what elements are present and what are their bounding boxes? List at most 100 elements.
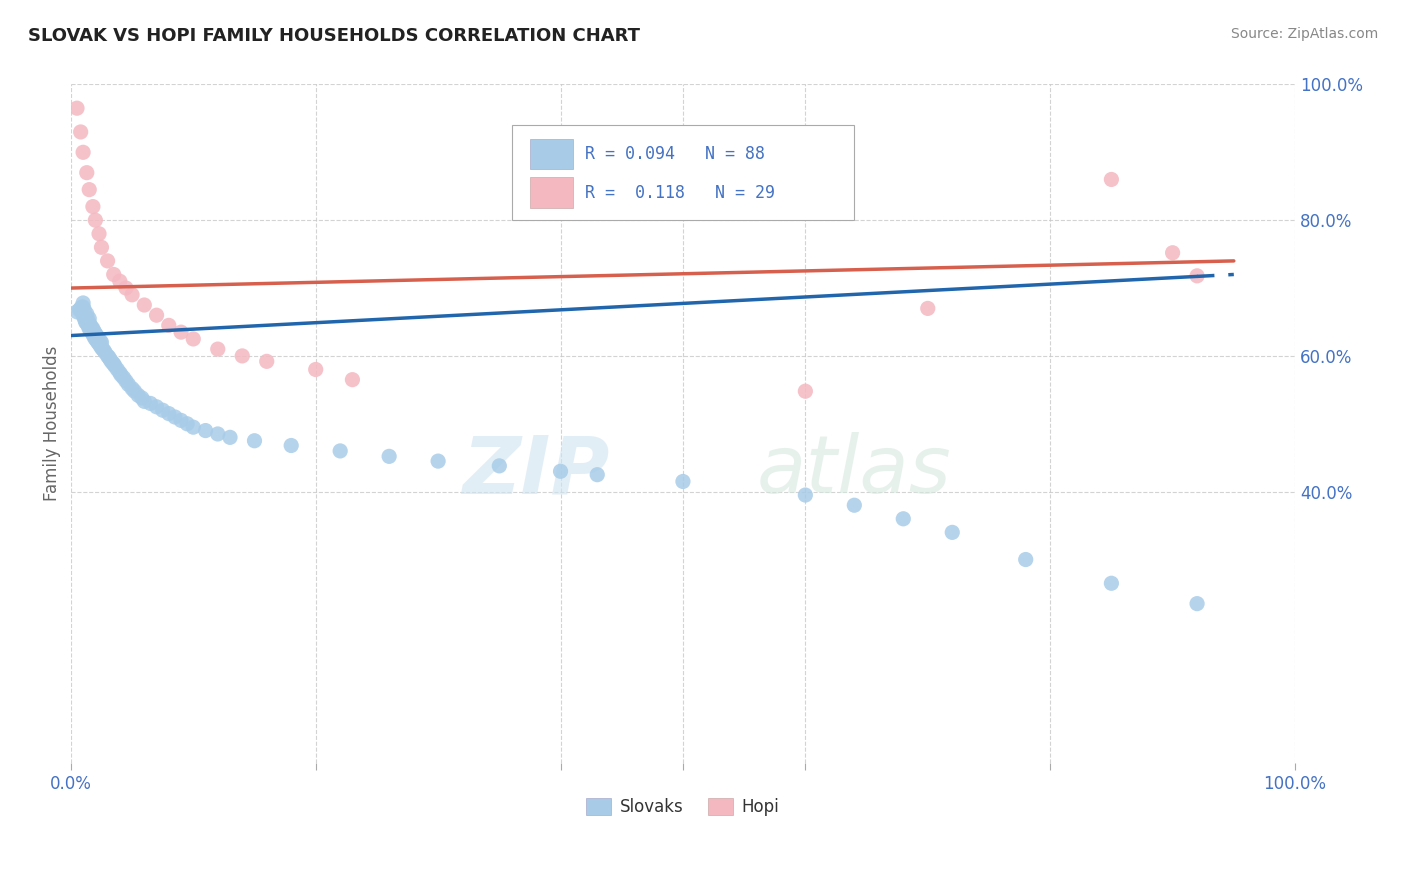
Point [101,356,124,370]
Point [103,268,125,282]
Point [181,420,204,434]
Point [219,430,242,444]
Point [73,308,96,322]
Point [77,318,100,333]
Point [70,300,93,314]
Point [84,213,107,227]
Point [256,354,278,368]
Point [80,320,103,334]
Point [844,498,866,512]
Point [1185,268,1208,283]
Point [79,318,101,333]
Point [181,332,204,346]
Point [1185,597,1208,611]
Point [90,341,112,355]
Point [207,342,229,356]
Point [550,464,572,478]
Point [163,409,186,424]
Point [145,308,167,322]
Point [87,227,110,241]
Point [86,328,108,343]
Point [98,352,121,367]
Point [672,475,695,489]
Point [108,366,131,380]
Point [82,322,104,336]
Point [72,296,94,310]
Point [97,351,120,365]
Y-axis label: Family Households: Family Households [44,346,60,501]
Point [89,339,111,353]
Point [94,345,117,359]
Point [115,374,138,388]
Point [100,354,122,368]
Point [91,342,114,356]
Point [176,417,198,431]
Point [76,166,98,180]
Point [121,288,143,302]
Point [139,396,162,410]
Point [131,391,153,405]
Point [104,359,127,373]
Point [87,330,110,344]
Point [1161,245,1184,260]
Point [917,301,939,316]
Point [69,302,91,317]
Point [794,488,817,502]
Point [207,427,229,442]
Point [97,253,120,268]
Point [305,362,328,376]
Point [93,343,115,358]
Point [157,407,180,421]
Point [77,311,100,326]
Point [231,349,253,363]
Point [110,368,132,382]
Point [117,377,139,392]
Point [280,438,302,452]
Point [86,334,108,348]
Point [72,300,94,314]
Text: ZIP: ZIP [463,433,609,510]
Point [170,413,193,427]
Point [72,305,94,319]
Point [73,302,96,317]
Point [941,525,963,540]
Point [90,240,112,254]
Legend: Slovaks, Hopi: Slovaks, Hopi [579,791,786,822]
Point [329,444,352,458]
Text: Source: ZipAtlas.com: Source: ZipAtlas.com [1230,27,1378,41]
Point [69,301,91,316]
Point [103,357,125,371]
Point [488,458,510,473]
Point [77,316,100,330]
Point [127,388,149,402]
Point [72,308,94,322]
Point [97,349,120,363]
Point [76,316,98,330]
Point [83,330,105,344]
Point [73,311,96,326]
Point [342,373,364,387]
Point [112,370,135,384]
Point [87,335,110,350]
Point [72,145,94,160]
Point [87,336,110,351]
Point [194,424,217,438]
FancyBboxPatch shape [530,178,572,208]
Point [83,325,105,339]
Point [152,403,174,417]
Point [105,362,128,376]
Point [75,310,97,324]
Point [157,318,180,333]
Point [1099,576,1122,591]
Point [89,334,111,348]
Point [794,384,817,399]
Point [145,400,167,414]
Point [108,274,131,288]
Point [75,315,97,329]
FancyBboxPatch shape [530,139,572,169]
Text: SLOVAK VS HOPI FAMILY HOUSEHOLDS CORRELATION CHART: SLOVAK VS HOPI FAMILY HOUSEHOLDS CORRELA… [28,27,640,45]
Point [121,382,143,396]
Point [134,298,156,312]
Text: atlas: atlas [756,433,950,510]
Point [69,125,91,139]
